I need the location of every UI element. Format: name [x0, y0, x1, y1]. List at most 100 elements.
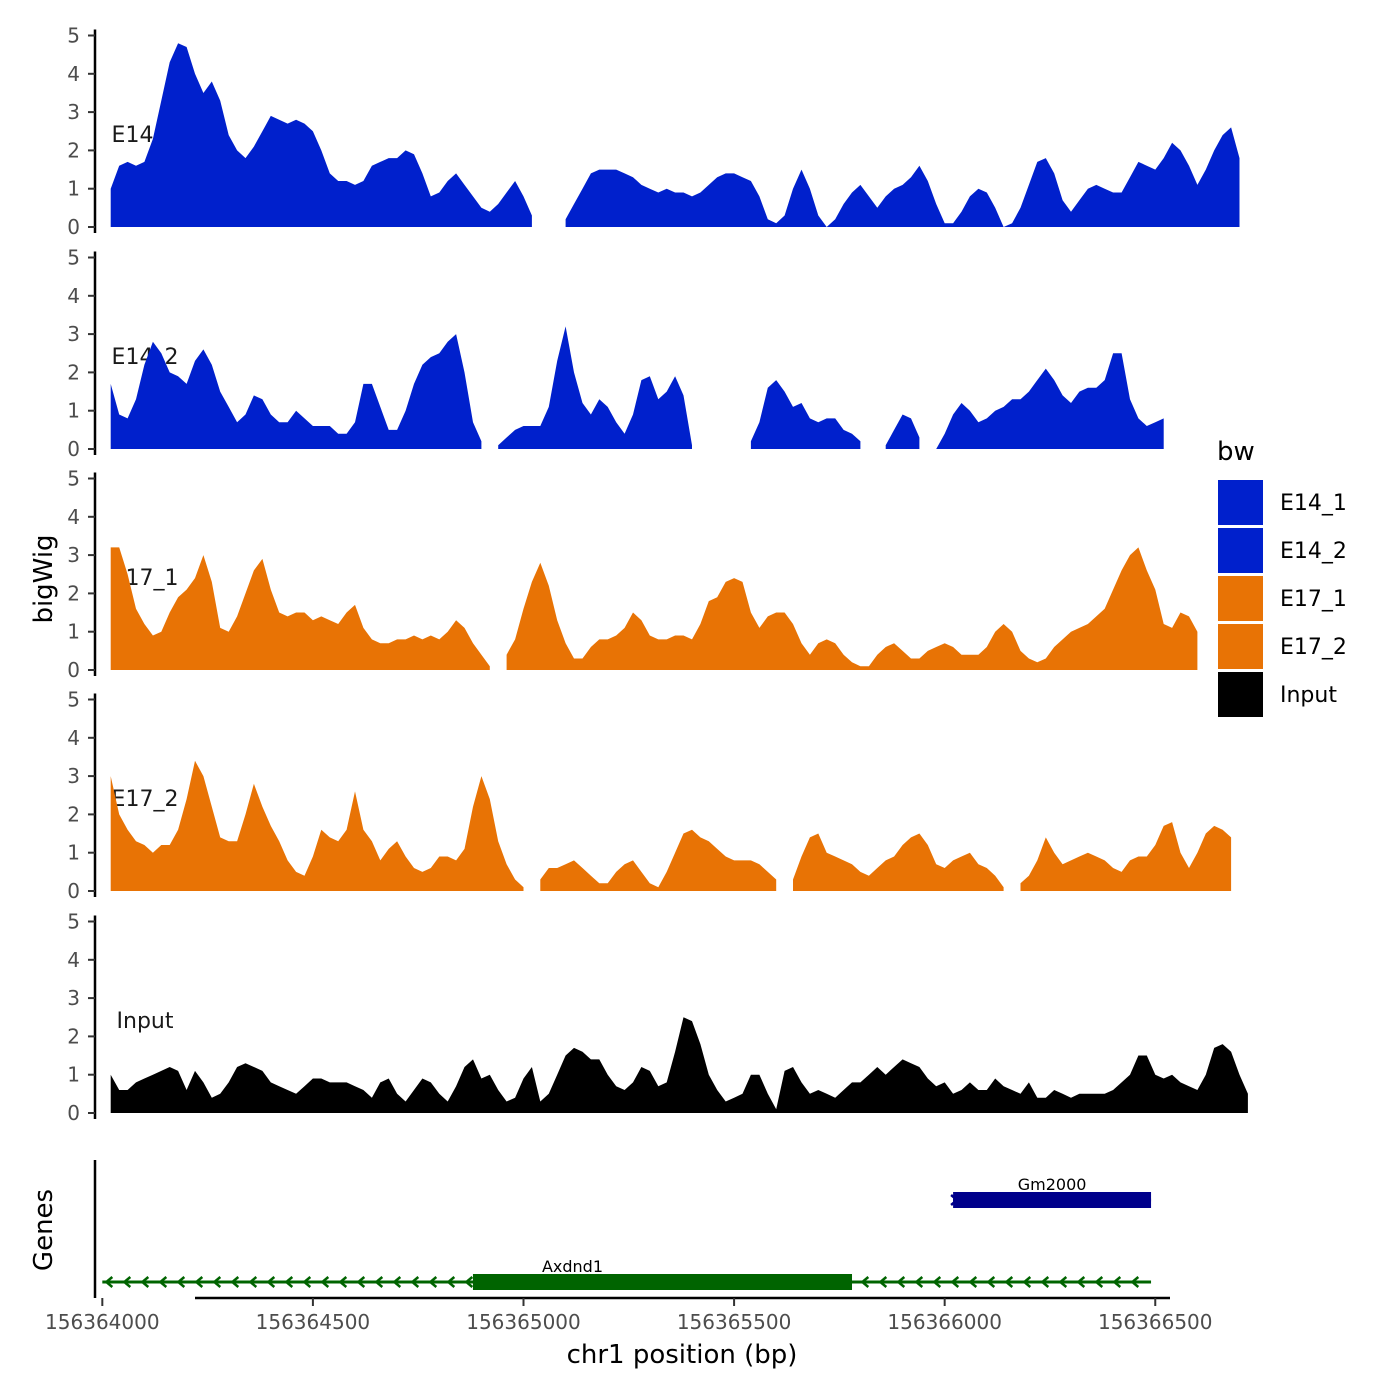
x-tick-label: 156366000: [887, 1310, 1002, 1334]
legend-label: E14_1: [1280, 491, 1347, 516]
strand-arrow: [1130, 1276, 1140, 1288]
y-tick-label: 4: [67, 726, 80, 750]
y-tick-label: 1: [67, 1063, 80, 1087]
strand-arrow: [284, 1276, 294, 1288]
gene-axdnd1: Axdnd1: [102, 1257, 1152, 1290]
strand-arrow: [446, 1276, 456, 1288]
legend-title: bw: [1217, 437, 1255, 467]
gene-label: Axdnd1: [542, 1257, 603, 1276]
strand-arrow: [374, 1276, 384, 1288]
strand-arrow: [1094, 1276, 1104, 1288]
y-tick-label: 2: [67, 138, 80, 162]
y-tick-label: 5: [67, 246, 80, 270]
coverage-area-e14-2: [885, 414, 920, 449]
y-tick-label: 1: [67, 399, 80, 423]
strand-arrow: [176, 1276, 186, 1288]
strand-arrow: [464, 1276, 474, 1288]
y-tick-label: 3: [67, 543, 80, 567]
x-axis: 156364000 156364500 156365000 156365500 1563…: [45, 1296, 1213, 1334]
y-tick-label: 2: [67, 581, 80, 605]
strand-arrow: [338, 1276, 348, 1288]
legend-entry-e17-1: E17_1: [1218, 576, 1347, 621]
y-tick-label: 0: [67, 1101, 80, 1125]
coverage-area-e17-2: [1020, 822, 1232, 891]
y-tick-label: 2: [67, 1024, 80, 1048]
y-tick-label: 2: [67, 360, 80, 384]
strand-arrow: [248, 1276, 258, 1288]
track-label: Input: [117, 1009, 174, 1034]
strand-arrow: [302, 1276, 312, 1288]
y-tick-label: 5: [67, 910, 80, 934]
coverage-area-e17-2: [540, 829, 777, 891]
strand-arrow: [1076, 1276, 1086, 1288]
legend-swatch: [1218, 480, 1263, 525]
y-tick-label: 1: [67, 177, 80, 201]
tracks-area: 012345E14_1012345E14_2012345E17_1012345E…: [67, 24, 1248, 1125]
gene-exon: [472, 1274, 853, 1290]
legend-swatch: [1218, 624, 1263, 669]
x-tick-label: 156364000: [45, 1310, 160, 1334]
y-tick-label: 5: [67, 688, 80, 712]
strand-arrow: [104, 1276, 114, 1288]
coverage-area-e14-1: [110, 43, 532, 228]
legend-label: E17_1: [1280, 587, 1347, 612]
legend-label: E17_2: [1280, 635, 1347, 660]
legend-swatch: [1218, 672, 1263, 717]
coverage-area-e17-1: [110, 547, 490, 670]
y-tick-label: 2: [67, 802, 80, 826]
strand-arrow: [950, 1276, 960, 1288]
x-tick-label: 156365000: [466, 1310, 581, 1334]
strand-arrow: [392, 1276, 402, 1288]
legend-entry-e14-1: E14_1: [1218, 480, 1347, 525]
gene-label: Gm2000: [1018, 1175, 1087, 1194]
x-tick-label: 156366500: [1098, 1310, 1213, 1334]
strand-arrow: [1022, 1276, 1032, 1288]
track-label: E17_2: [112, 787, 179, 812]
coverage-area-e14-2: [750, 380, 861, 449]
coverage-area-e14-2: [498, 326, 692, 449]
coverage-area-e14-2: [110, 334, 482, 449]
genes-axis-title: Genes: [29, 1189, 59, 1271]
strand-arrow: [212, 1276, 222, 1288]
strand-arrow: [1004, 1276, 1014, 1288]
coverage-area-e14-2: [936, 353, 1164, 449]
legend-swatch: [1218, 576, 1263, 621]
y-tick-label: 3: [67, 100, 80, 124]
strand-arrow: [356, 1276, 366, 1288]
y-tick-label: 0: [67, 658, 80, 682]
legend-label: E14_2: [1280, 539, 1347, 564]
y-tick-label: 3: [67, 764, 80, 788]
strand-arrow: [878, 1276, 888, 1288]
strand-arrow: [410, 1276, 420, 1288]
strand-arrow: [428, 1276, 438, 1288]
x-tick-label: 156365500: [677, 1310, 792, 1334]
y-tick-label: 4: [67, 505, 80, 529]
strand-arrow: [1112, 1276, 1122, 1288]
x-axis-title: chr1 position (bp): [567, 1340, 798, 1370]
strand-arrow: [320, 1276, 330, 1288]
coverage-area-e14-1: [565, 127, 1240, 227]
y-tick-label: 0: [67, 215, 80, 239]
coverage-area-input: [110, 1017, 1248, 1113]
gene-exon: [953, 1192, 1152, 1208]
genes-track: Gm2000 Axdnd1: [93, 1160, 1152, 1298]
legend-entry-input: Input: [1218, 672, 1337, 717]
coverage-area-e17-2: [110, 760, 524, 891]
strand-arrow: [1040, 1276, 1050, 1288]
legend-entry-e14-2: E14_2: [1218, 528, 1347, 573]
track-e17-2: 0 1 2 3 4 5 E17_2: [67, 688, 1232, 903]
coverage-area-e17-1: [506, 547, 1198, 670]
strand-arrow: [986, 1276, 996, 1288]
y-tick-label: 4: [67, 948, 80, 972]
legend-swatch: [1218, 528, 1263, 573]
strand-arrow: [194, 1276, 204, 1288]
coverage-area-e17-2: [793, 833, 1004, 891]
y-tick-label: 5: [67, 24, 80, 48]
strand-arrow: [266, 1276, 276, 1288]
strand-arrow: [860, 1276, 870, 1288]
y-tick-label: 0: [67, 437, 80, 461]
legend: bw E14_1 E14_2 E17_1 E17_2 Input: [1217, 437, 1347, 717]
